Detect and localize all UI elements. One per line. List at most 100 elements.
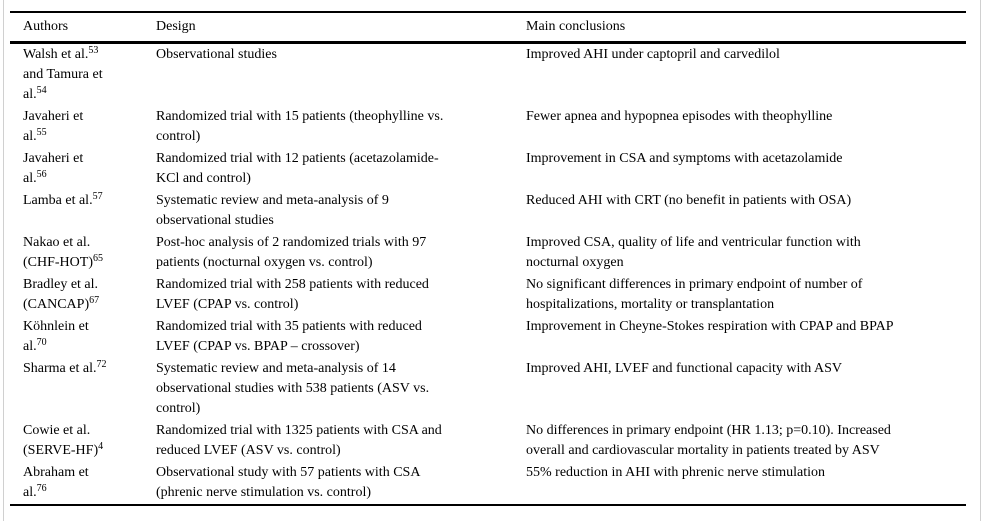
conclusion-line: overall and cardiovascular mortality in …	[526, 443, 880, 458]
author-line: Bradley et al.	[23, 277, 99, 292]
design-line: patients (nocturnal oxygen vs. control)	[156, 255, 373, 270]
conclusions-cell: Improved CSA, quality of life and ventri…	[526, 232, 966, 274]
design-line: (phrenic nerve stimulation vs. control)	[156, 485, 371, 500]
design-line: control)	[156, 129, 201, 144]
conclusion-line: Improvement in Cheyne-Stokes respiration…	[526, 319, 894, 334]
authors-cell: Sharma et al.72	[10, 358, 156, 420]
conclusion-line: Improved AHI under captopril and carvedi…	[526, 47, 780, 62]
design-line: reduced LVEF (ASV vs. control)	[156, 443, 341, 458]
authors-cell: Cowie et al. (SERVE-HF)4	[10, 420, 156, 462]
reference-superscript: 54	[36, 85, 47, 96]
author-line: al.55	[23, 127, 47, 145]
conclusion-line: No differences in primary endpoint (HR 1…	[526, 423, 891, 438]
authors-cell: Köhnlein et al.70	[10, 316, 156, 358]
conclusion-line: No significant differences in primary en…	[526, 277, 863, 292]
conclusions-cell: 55% reduction in AHI with phrenic nerve …	[526, 462, 966, 505]
reference-superscript: 67	[89, 295, 100, 306]
column-header-design: Design	[156, 12, 526, 44]
table-row: Sharma et al.72 Systematic review and me…	[10, 358, 966, 420]
design-line: LVEF (CPAP vs. control)	[156, 297, 299, 312]
table-row: Javaheri et al.55 Randomized trial with 1…	[10, 106, 966, 148]
reference-superscript: 56	[36, 169, 47, 180]
table-row: Köhnlein et al.70 Randomized trial with 3…	[10, 316, 966, 358]
author-line: al.56	[23, 169, 47, 187]
author-line: Lamba et al.57	[23, 191, 103, 209]
design-line: Systematic review and meta-analysis of 1…	[156, 361, 396, 376]
design-line: KCl and control)	[156, 171, 251, 186]
reference-superscript: 53	[88, 45, 99, 56]
authors-cell: Javaheri et al.55	[10, 106, 156, 148]
design-cell: Observational studies	[156, 43, 526, 107]
conclusions-cell: No significant differences in primary en…	[526, 274, 966, 316]
reference-superscript: 76	[36, 483, 47, 494]
design-line: Systematic review and meta-analysis of 9	[156, 193, 389, 208]
authors-cell: Walsh et al.53 and Tamura et al.54	[10, 43, 156, 107]
author-line: Nakao et al.	[23, 235, 91, 250]
conclusion-line: 55% reduction in AHI with phrenic nerve …	[526, 465, 825, 480]
author-line: Cowie et al.	[23, 423, 91, 438]
author-line: Javaheri et	[23, 109, 84, 124]
conclusion-line: Improved AHI, LVEF and functional capaci…	[526, 361, 842, 376]
design-line: Randomized trial with 35 patients with r…	[156, 319, 422, 334]
design-cell: Systematic review and meta-analysis of 9…	[156, 190, 526, 232]
reference-superscript: 55	[36, 127, 47, 138]
table-row: Abraham et al.76 Observational study with…	[10, 462, 966, 505]
table-header-row: Authors Design Main conclusions	[10, 12, 966, 44]
table-row: Javaheri et al.56 Randomized trial with 1…	[10, 148, 966, 190]
author-line: (CANCAP)67	[23, 295, 100, 313]
design-cell: Observational study with 57 patients wit…	[156, 462, 526, 505]
author-line: Abraham et	[23, 465, 89, 480]
author-line: Sharma et al.72	[23, 359, 107, 377]
design-line: Observational studies	[156, 47, 277, 62]
conclusions-cell: Improved AHI under captopril and carvedi…	[526, 43, 966, 107]
design-cell: Randomized trial with 1325 patients with…	[156, 420, 526, 462]
author-line: Javaheri et	[23, 151, 84, 166]
author-line: al.54	[23, 85, 47, 103]
author-line: al.76	[23, 483, 47, 501]
authors-cell: Nakao et al. (CHF-HOT)65	[10, 232, 156, 274]
conclusions-cell: Improvement in Cheyne-Stokes respiration…	[526, 316, 966, 358]
conclusions-cell: Improvement in CSA and symptoms with ace…	[526, 148, 966, 190]
table-figure: Authors Design Main conclusions Walsh et…	[3, 0, 981, 521]
table-row: Lamba et al.57 Systematic review and met…	[10, 190, 966, 232]
design-line: Post-hoc analysis of 2 randomized trials…	[156, 235, 427, 250]
conclusion-line: Improved CSA, quality of life and ventri…	[526, 235, 861, 250]
author-line: Walsh et al.53	[23, 45, 99, 63]
design-cell: Post-hoc analysis of 2 randomized trials…	[156, 232, 526, 274]
author-line: al.70	[23, 337, 47, 355]
conclusion-line: Fewer apnea and hypopnea episodes with t…	[526, 109, 833, 124]
reference-superscript: 57	[92, 191, 103, 202]
conclusions-cell: Fewer apnea and hypopnea episodes with t…	[526, 106, 966, 148]
table-row: Nakao et al. (CHF-HOT)65 Post-hoc analysi…	[10, 232, 966, 274]
author-line: and Tamura et	[23, 67, 103, 82]
design-cell: Randomized trial with 12 patients (aceta…	[156, 148, 526, 190]
design-cell: Randomized trial with 258 patients with …	[156, 274, 526, 316]
conclusions-cell: Improved AHI, LVEF and functional capaci…	[526, 358, 966, 420]
table-row: Walsh et al.53 and Tamura et al.54 Observa…	[10, 43, 966, 107]
author-line: (CHF-HOT)65	[23, 253, 103, 271]
authors-cell: Bradley et al. (CANCAP)67	[10, 274, 156, 316]
reference-superscript: 70	[36, 337, 47, 348]
design-line: Randomized trial with 258 patients with …	[156, 277, 429, 292]
design-line: control)	[156, 401, 201, 416]
conclusion-line: Reduced AHI with CRT (no benefit in pati…	[526, 193, 852, 208]
design-line: Randomized trial with 12 patients (aceta…	[156, 151, 439, 166]
author-line: (SERVE-HF)4	[23, 441, 104, 459]
design-line: observational studies with 538 patients …	[156, 381, 430, 396]
authors-cell: Abraham et al.76	[10, 462, 156, 505]
reference-superscript: 4	[98, 441, 104, 452]
table-row: Cowie et al. (SERVE-HF)4 Randomized trial…	[10, 420, 966, 462]
studies-table: Authors Design Main conclusions Walsh et…	[10, 11, 966, 506]
conclusions-cell: No differences in primary endpoint (HR 1…	[526, 420, 966, 462]
authors-cell: Javaheri et al.56	[10, 148, 156, 190]
reference-superscript: 65	[93, 253, 103, 264]
conclusion-line: nocturnal oxygen	[526, 255, 624, 270]
design-cell: Systematic review and meta-analysis of 1…	[156, 358, 526, 420]
conclusion-line: Improvement in CSA and symptoms with ace…	[526, 151, 843, 166]
design-line: Randomized trial with 15 patients (theop…	[156, 109, 444, 124]
conclusions-cell: Reduced AHI with CRT (no benefit in pati…	[526, 190, 966, 232]
design-line: Randomized trial with 1325 patients with…	[156, 423, 442, 438]
authors-cell: Lamba et al.57	[10, 190, 156, 232]
table-row: Bradley et al. (CANCAP)67 Randomized tria…	[10, 274, 966, 316]
